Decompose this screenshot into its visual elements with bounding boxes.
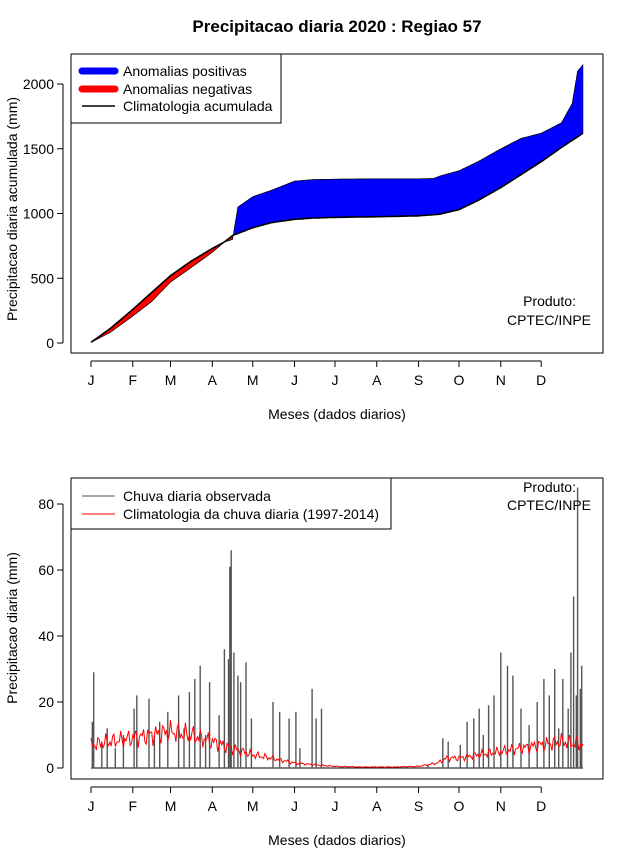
bottom-product-label: Produto: [523,479,576,495]
bottom-x-tick-label: N [496,798,506,814]
top-x-axis-label: Meses (dados diarios) [268,406,406,422]
bottom-x-tick-label: J [88,798,95,814]
top-y-axis: 0 500 1000 1500 2000 [23,76,64,351]
top-plot-area [90,63,584,344]
top-x-tick-label: D [536,372,546,388]
cumulative-observed-line [90,64,584,343]
bottom-y-tick-label: 0 [46,760,54,776]
top-product-label: Produto: [523,293,576,309]
top-y-tick-label: 1000 [23,206,54,222]
daily-rain-bars [91,487,583,768]
bottom-x-tick-label: M [165,798,177,814]
top-x-tick-label: O [454,372,465,388]
top-x-tick-label: A [208,372,218,388]
bottom-x-tick-label: O [454,798,465,814]
legend-daily-climatology-label: Climatologia da chuva diaria (1997-2014) [123,506,379,522]
top-x-tick-label: J [331,372,338,388]
bottom-y-axis-label: Precipitacao diaria (mm) [4,552,20,704]
cumulative-climatology-line [90,132,584,344]
bottom-x-tick-label: A [208,798,218,814]
positive-anomaly-area [233,63,584,236]
top-x-tick-label: S [414,372,423,388]
bottom-x-tick-label: J [291,798,298,814]
bottom-plot-area [90,487,584,769]
top-chart-title: Precipitacao diaria 2020 : Regiao 57 [192,17,481,36]
top-plot-frame [70,53,604,354]
top-y-tick-label: 500 [31,270,55,286]
bottom-x-tick-label: M [247,798,259,814]
bottom-y-axis: 0 20 40 60 80 [38,496,64,776]
top-x-tick-label: F [129,372,138,388]
bottom-x-tick-label: A [372,798,382,814]
top-x-tick-label: N [496,372,506,388]
bottom-x-tick-label: S [414,798,423,814]
bottom-legend-box [70,477,392,530]
bottom-x-tick-label: F [129,798,138,814]
top-y-tick-label: 0 [46,335,54,351]
top-x-tick-label: M [247,372,259,388]
bottom-y-tick-label: 60 [38,562,54,578]
bottom-legend: Chuva diaria observada Climatologia da c… [70,477,392,530]
top-legend: Anomalias positivas Anomalias negativas … [70,53,282,124]
bottom-y-tick-label: 80 [38,496,54,512]
top-x-tick-label: J [291,372,298,388]
top-y-axis-label: Precipitacao diaria acumulada (mm) [4,97,20,321]
bottom-x-axis-label: Meses (dados diarios) [268,832,406,848]
top-y-tick-label: 1500 [23,141,54,157]
top-x-tick-label: J [88,372,95,388]
top-x-tick-label: A [372,372,382,388]
bottom-y-tick-label: 40 [38,628,54,644]
top-product-source: CPTEC/INPE [507,312,591,328]
bottom-x-tick-label: J [331,798,338,814]
legend-climatology-label: Climatologia acumulada [123,98,273,114]
top-y-tick-label: 2000 [23,76,54,92]
top-x-tick-label: M [165,372,177,388]
legend-negative-label: Anomalias negativas [123,81,252,97]
bottom-y-tick-label: 20 [38,694,54,710]
legend-observed-label: Chuva diaria observada [123,488,271,504]
bottom-x-tick-label: D [536,798,546,814]
legend-positive-label: Anomalias positivas [123,63,247,79]
daily-climatology-line [90,719,584,768]
bottom-product-source: CPTEC/INPE [507,497,591,513]
